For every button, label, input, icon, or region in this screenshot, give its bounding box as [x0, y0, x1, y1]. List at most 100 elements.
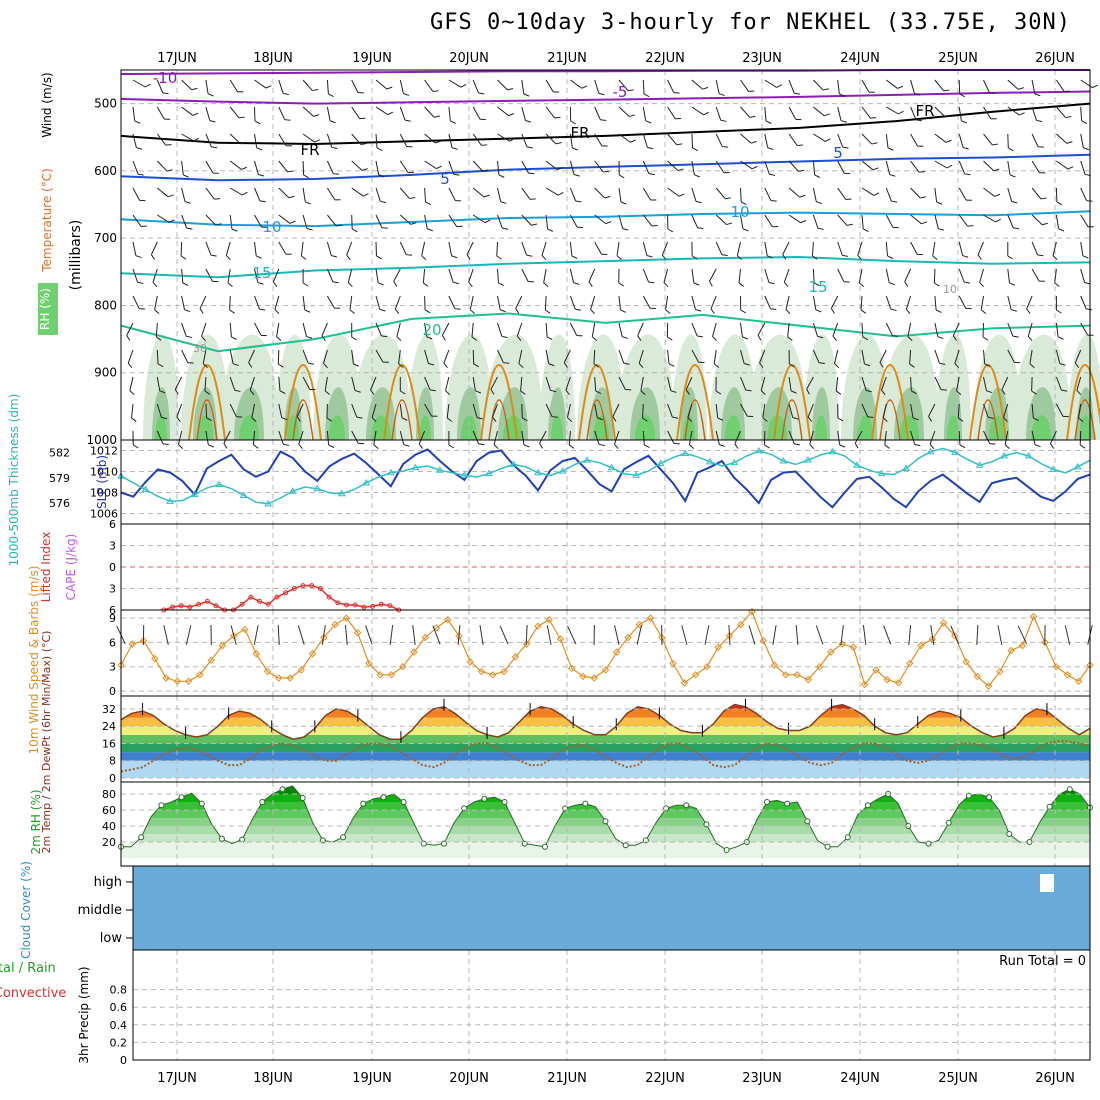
wind-barb [1007, 295, 1017, 312]
wind-barb-flag [159, 390, 166, 394]
wind-barb [545, 376, 557, 393]
surface-wind-barb-shaft [1017, 625, 1028, 645]
temp-color-band [121, 726, 1090, 735]
rh-marker [925, 840, 932, 847]
wind-barb-flag [647, 146, 654, 150]
wind-barb-flag [597, 417, 604, 421]
precip-tick-label: 0.2 [110, 1036, 128, 1049]
wind-barb-flag [418, 443, 423, 449]
wind-barb [302, 106, 320, 117]
wind-barb-flag [783, 281, 789, 287]
wind-barb-shaft [278, 106, 286, 120]
wind-barb-flag [186, 335, 192, 338]
wind-barb [1055, 376, 1068, 392]
wind-barb [274, 295, 280, 315]
wind-barb-shaft [879, 349, 887, 363]
wind-barb-flag [1086, 308, 1093, 311]
wind-speed-marker [691, 671, 700, 679]
wind-barb [667, 79, 680, 94]
wind-barb-shaft [1027, 322, 1033, 337]
wind-barb-flag [445, 390, 450, 396]
wind-barb-flag [604, 196, 611, 199]
isotherm-surface-loop-inner [781, 399, 803, 441]
wind-barb-shaft [274, 295, 280, 310]
wind-barb-flag [386, 86, 393, 90]
wind-barb [156, 376, 166, 394]
wind-barb-shaft [251, 403, 255, 418]
wind-barb-shaft [736, 241, 741, 256]
wind-barb [594, 403, 604, 421]
wind-barb-flag [588, 281, 593, 287]
lifted-index-line [163, 584, 400, 611]
wind-barb-shaft [565, 376, 571, 391]
rh2m-axis-label: 2m RH (%) [29, 789, 43, 854]
bottom-date-label: 17JUN [157, 1071, 197, 1086]
wind-barb-flag [799, 194, 806, 198]
lifted-index-marker [317, 586, 323, 591]
wind-barb-flag [839, 444, 846, 448]
cloud-cover-axis-label: Cloud Cover (%) [19, 861, 33, 959]
wind-barb [715, 241, 728, 256]
wind-barb-shaft [541, 241, 547, 256]
wind-barb-shaft [618, 106, 630, 117]
wind-barb-shaft [278, 187, 290, 199]
wind-barb-flag [430, 389, 436, 392]
wind-barb-shaft [1002, 403, 1009, 418]
wind-barb-shaft [1031, 133, 1039, 147]
wind-barb-flag [685, 389, 690, 395]
wind-barb-flag [287, 170, 294, 173]
isotherm-line [120, 210, 1091, 228]
wind-barb [861, 403, 874, 418]
surface-wind-barb [614, 625, 620, 645]
wind-barb-shaft [861, 106, 871, 119]
wind-barb-flag [581, 85, 588, 89]
wind-barb-shaft [958, 430, 961, 446]
wind-barb-shaft [569, 268, 575, 283]
wind-barb [764, 295, 777, 310]
wind-barb [424, 322, 433, 340]
wind-barb-shaft [399, 214, 412, 225]
wind-barb-shaft [958, 268, 965, 283]
wind-barb [788, 160, 805, 172]
wind-barb-flag [767, 255, 773, 259]
wind-barb-shaft [884, 430, 887, 445]
thickness-marker [1024, 451, 1033, 459]
wind-barb-flag [565, 389, 570, 396]
wind-speed-marker [962, 658, 970, 666]
rh-marker [340, 834, 347, 841]
wind-barb-flag [482, 169, 489, 172]
wind-barb-flag [435, 140, 441, 144]
wind-barb [1001, 376, 1009, 395]
wind-barb-shaft [225, 241, 231, 256]
wind-barb [181, 349, 194, 364]
wind-barb-shaft [370, 376, 377, 391]
wind-barb-flag [834, 363, 840, 369]
wind-barb [958, 430, 966, 449]
surface-wind-barb [795, 624, 799, 646]
wind-speed-marker [635, 620, 644, 629]
wind-barb [618, 268, 624, 287]
isotherm-label: 15 [808, 278, 827, 296]
wind-barb [565, 376, 571, 396]
wind-barb [351, 133, 367, 146]
wind-barb-shaft [545, 160, 558, 171]
wind-barb [497, 133, 515, 142]
wind-barb [302, 214, 313, 231]
wind-barb [618, 376, 632, 391]
wind-barb-shaft [837, 268, 845, 282]
wind-barb-shaft [785, 295, 790, 310]
wind-barb-flag [995, 218, 1001, 223]
wind-barb [541, 241, 547, 261]
wind-barb-flag [428, 362, 435, 366]
wind-barb-flag [1082, 255, 1089, 259]
wind-barb [740, 160, 758, 170]
wind-barb-flag [129, 390, 135, 396]
wind-barb-shaft [278, 79, 284, 94]
wind-barb [691, 268, 700, 286]
surface-wind-barb [862, 625, 867, 645]
wind-barb-shaft [302, 214, 308, 229]
surface-wind-barb [344, 624, 348, 646]
wind-barb-shaft [590, 295, 596, 310]
wind-barb-shaft [515, 295, 523, 309]
wind-barb-flag [1092, 84, 1098, 89]
